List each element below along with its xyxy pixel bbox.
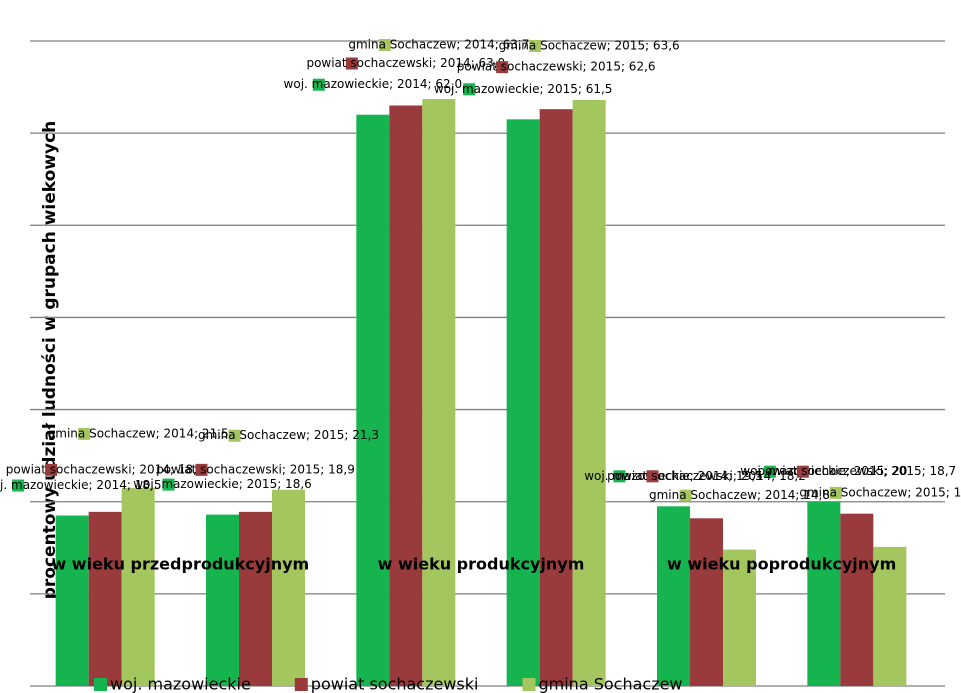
legend-marker [522,678,536,691]
label-marker [162,478,175,491]
bar [723,549,756,686]
bar [690,518,723,686]
bar [539,109,573,686]
data-label: powiat sochaczewski; 2014; 18,2 [607,469,806,483]
label-marker [12,479,25,492]
bar [389,105,423,686]
label-marker [312,78,325,91]
data-label: powiat sochaczewski; 2014; 18,9 [6,462,205,476]
data-label: powiat sochaczewski; 2015; 62,6 [457,60,656,74]
data-label: woj. mazowieckie; 2015; 61,5 [434,82,613,96]
label-marker [613,470,626,483]
bar [840,513,874,686]
data-label: gmina Sochaczew; 2015; 63,6 [499,38,680,52]
bar [206,514,239,686]
data-label: gmina Sochaczew; 2014; 14,8 [649,488,830,502]
bar [272,489,305,686]
y-axis-title: procentowy udział ludności w grupach wie… [40,121,60,600]
label-marker [496,61,509,74]
data-label: powiat sochaczewski; 2015; 18,7 [757,464,956,478]
data-label: woj. mazowieckie; 2014; 18,5 [0,478,161,492]
data-label: powiat sochaczewski; 2015; 18,9 [156,462,355,476]
label-marker [829,486,842,499]
group-label: w wieku poprodukcyjnym [667,555,896,574]
bar [356,114,390,686]
data-label: gmina Sochaczew; 2015; 15,1 [799,485,961,499]
bar [873,546,907,686]
legend-marker [294,678,308,691]
bar [807,501,841,686]
data-label: gmina Sochaczew; 2014; 63,7 [348,38,529,52]
label-marker [463,83,476,96]
legend-label: gmina Sochaczew [538,675,682,693]
data-label: gmina Sochaczew; 2015; 21,3 [198,428,379,442]
data-label: woj. mazowieckie; 2015; 20 [740,464,907,478]
bar [121,487,155,686]
label-marker [45,463,58,476]
bar [572,99,606,686]
data-label: powiat sochaczewski; 2014; 63,0 [306,56,505,70]
data-label: woj. mazowieckie; 2014; 62,0 [284,77,463,91]
label-marker [763,465,776,478]
bar [506,119,540,687]
bar [239,511,272,686]
label-marker [78,427,91,440]
data-label: gmina Sochaczew; 2014; 21,5 [48,426,229,440]
label-marker [195,463,208,476]
label-marker [378,39,391,52]
label-marker [529,39,542,52]
label-marker [345,57,358,70]
legend-marker [94,678,107,691]
bar [657,506,690,686]
bar [422,99,456,687]
label-marker [796,465,809,478]
group-label: w wieku produkcyjnym [378,555,585,574]
legend-label: woj. mazowieckie [110,675,251,693]
data-label: woj. mazowieckie; 2014; 19,5 [584,469,763,483]
label-marker [228,429,241,442]
group-label: w wieku przedprodukcyjnym [51,555,309,574]
data-label: woj. mazowieckie; 2015; 18,6 [133,477,312,491]
legend-label: powiat sochaczewski [311,675,479,693]
bar [55,515,89,686]
label-marker [646,470,659,483]
bar [88,511,122,686]
label-marker [679,489,692,502]
